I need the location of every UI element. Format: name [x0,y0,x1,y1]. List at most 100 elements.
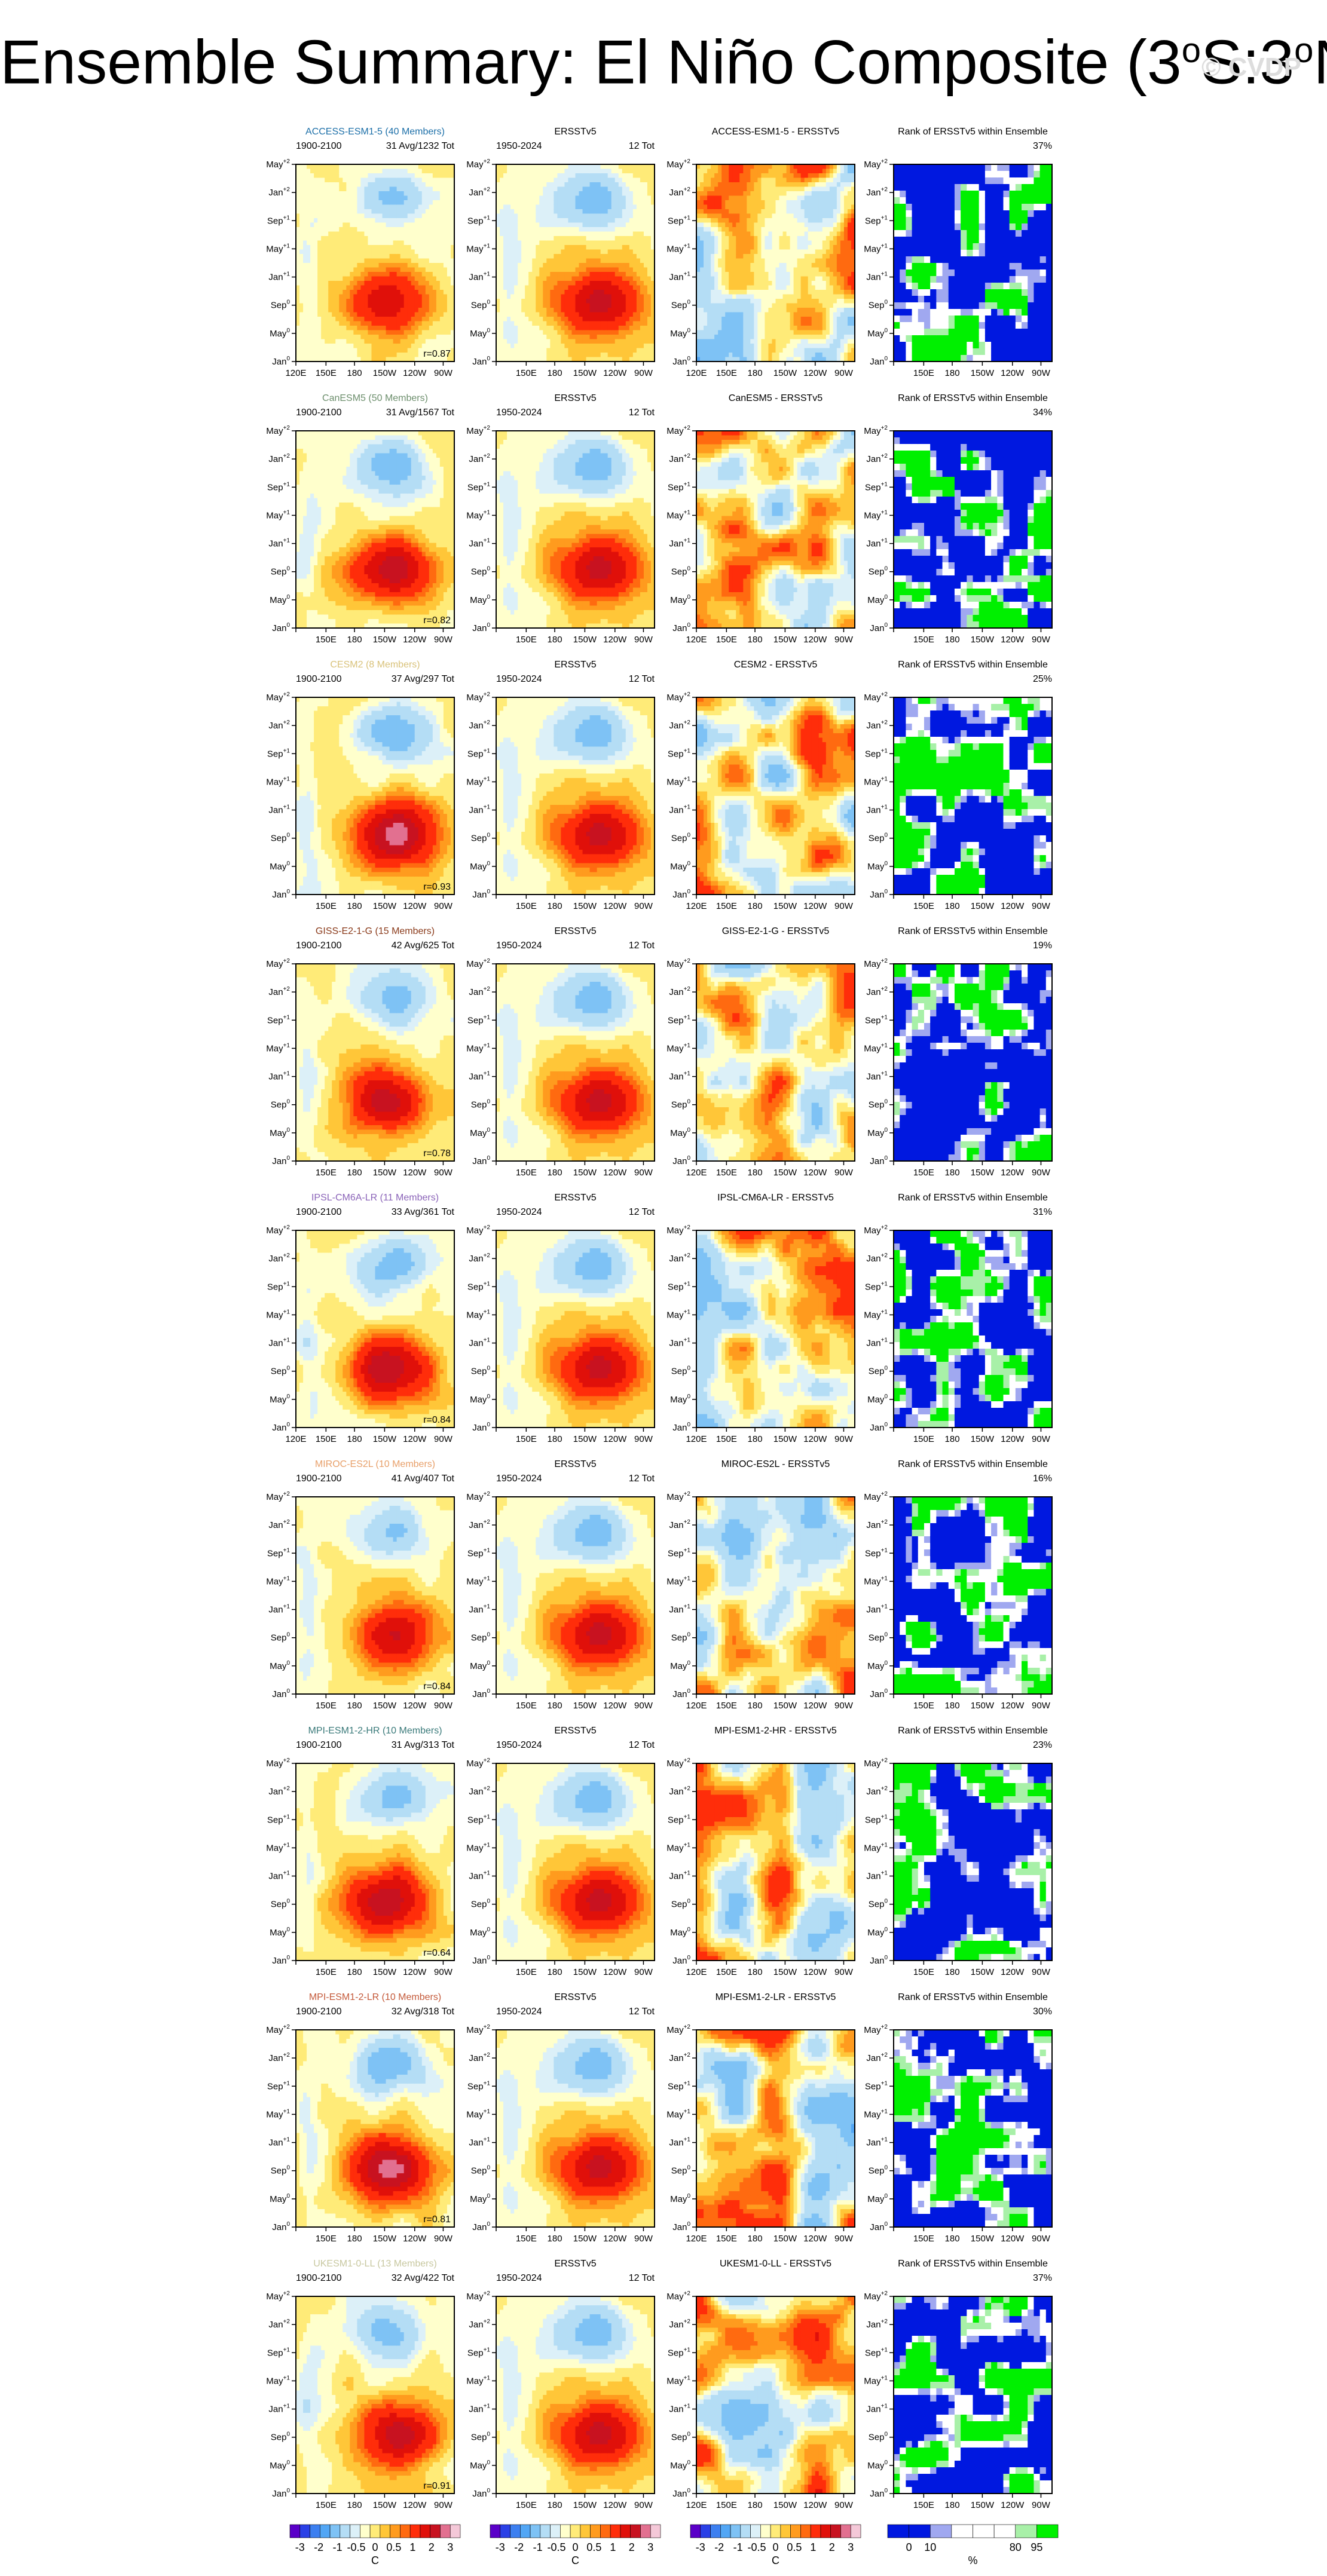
model-heat-cell [429,236,433,241]
model-heat-cell [310,191,314,196]
model-heat-cell [353,227,357,232]
model-heat-cell [357,241,361,246]
model-heat-cell [433,169,437,174]
model-heat-cell [328,317,332,321]
model-heat-cell [360,178,365,183]
model-heat-cell [307,339,311,344]
model-heat-cell [346,178,350,183]
model-heat-cell [418,196,423,201]
model-heat-cell [346,263,350,268]
model-heat-cell [397,236,401,241]
model-heat-cell [353,304,357,308]
model-heat-cell [390,187,394,192]
model-heat-cell [325,339,329,344]
model-heat-cell [393,241,398,246]
model-heat-cell [436,205,441,210]
model-heat-cell [303,209,307,214]
model-heat-cell [321,236,325,241]
model-heat-cell [429,205,433,210]
model-heat-cell [299,308,304,313]
model-heat-cell [447,290,451,295]
model-heat-cell [335,299,340,304]
model-heat-cell [433,263,437,268]
model-heat-cell [371,218,375,223]
model-heat-cell [317,304,322,308]
model-heat-cell [339,254,343,259]
model-heat-cell [411,348,415,353]
model-heat-cell [299,295,304,299]
model-heat-cell [393,272,398,277]
model-heat-cell [332,286,336,290]
model-heat-cell [415,200,419,205]
model-heat-cell [357,200,361,205]
model-heat-cell [371,245,375,250]
model-heat-cell [400,191,405,196]
model-heat-cell [310,313,314,317]
model-heat-cell [408,232,412,237]
model-heat-cell [360,214,365,219]
model-heat-cell [390,205,394,210]
model-heat-cell [368,200,372,205]
model-heat-cell [353,353,357,357]
model-heat-cell [307,268,311,272]
model-heat-cell [400,330,405,335]
model-heat-cell [397,317,401,321]
model-heat-cell [310,295,314,299]
model-heat-cell [346,272,350,277]
model-heat-cell [408,169,412,174]
model-heat-cell [429,263,433,268]
model-heat-cell [335,232,340,237]
model-heat-cell [299,348,304,353]
model-heat-cell [317,317,322,321]
model-heat-cell [418,299,423,304]
model-heat-cell [404,348,408,353]
model-heat-cell [360,241,365,246]
model-heat-cell [383,241,387,246]
model-heat-cell [325,299,329,304]
model-heat-cell [422,205,426,210]
model-heat-cell [360,348,365,353]
model-heat-cell [353,164,357,169]
model-heat-cell [314,182,318,187]
model-heat-cell [433,344,437,348]
model-heat-cell [325,227,329,232]
model-heat-cell [404,191,408,196]
model-heat-cell [364,339,368,344]
model-heat-cell [325,164,329,169]
model-heat-cell [411,353,415,357]
model-heat-cell [335,290,340,295]
model-heat-cell [360,295,365,299]
model-heat-cell [390,191,394,196]
model-heat-cell [379,200,383,205]
model-heat-cell [433,214,437,219]
model-heat-cell [343,164,347,169]
model-heat-cell [325,308,329,313]
model-heat-cell [371,250,375,255]
model-heat-cell [371,268,375,272]
model-heat-cell [408,187,412,192]
model-heat-cell [429,281,433,286]
model-heat-cell [314,317,318,321]
model-heat-cell [393,268,398,272]
model-heat-cell [321,218,325,223]
model-heat-cell [418,313,423,317]
model-heat-cell [303,277,307,281]
model-heat-cell [440,250,444,255]
model-heat-cell [357,308,361,313]
model-heat-cell [371,214,375,219]
model-heat-cell [393,330,398,335]
model-heat-cell [444,268,448,272]
model-heat-cell [310,290,314,295]
model-heat-cell [350,173,354,178]
model-heat-cell [411,313,415,317]
model-heat-cell [379,173,383,178]
model-heat-cell [426,268,430,272]
model-heat-cell [368,250,372,255]
model-heat-cell [325,178,329,183]
model-heat-cell [426,254,430,259]
model-heat-cell [408,344,412,348]
model-heat-cell [332,250,336,255]
model-heat-cell [339,241,343,246]
model-heat-cell [411,164,415,169]
model-heat-cell [321,241,325,246]
